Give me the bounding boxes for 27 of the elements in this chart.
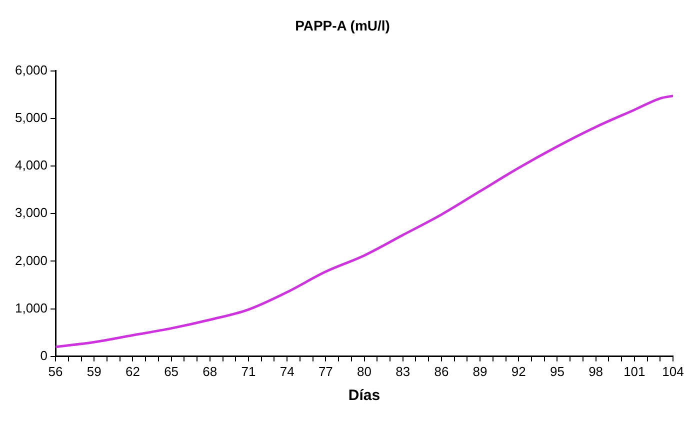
y-tick-label: 0 (40, 348, 48, 363)
x-tick-label: 80 (357, 364, 372, 379)
y-tick-label: 6,000 (14, 62, 48, 78)
x-tick-label: 86 (434, 364, 449, 379)
y-tick-label: 1,000 (14, 300, 48, 316)
x-tick-label: 83 (396, 364, 410, 379)
x-tick-label: 92 (511, 364, 526, 379)
y-tick-label: 5,000 (14, 110, 48, 125)
x-tick-label: 62 (125, 364, 140, 379)
x-tick-label: 95 (550, 364, 564, 379)
x-tick-label: 56 (48, 364, 63, 379)
x-tick-label: 59 (86, 364, 102, 379)
chart-title: PAPP-A (mU/l) (295, 17, 390, 34)
x-axis-title: Días (348, 387, 380, 404)
x-tick-label: 71 (241, 364, 256, 379)
x-tick-label: 89 (472, 364, 488, 379)
x-tick-label: 101 (624, 364, 646, 379)
x-tick-label: 65 (164, 364, 179, 379)
x-tick-label: 68 (202, 364, 218, 379)
x-tick-label: 104 (662, 364, 684, 379)
y-tick-label: 3,000 (14, 205, 48, 220)
line-series (56, 94, 673, 348)
x-tick-label: 98 (588, 364, 604, 379)
y-tick-label: 2,000 (14, 252, 48, 268)
y-tick-label: 4,000 (14, 158, 48, 173)
x-tick-label: 74 (280, 364, 294, 379)
x-tick-label: 77 (318, 364, 333, 379)
